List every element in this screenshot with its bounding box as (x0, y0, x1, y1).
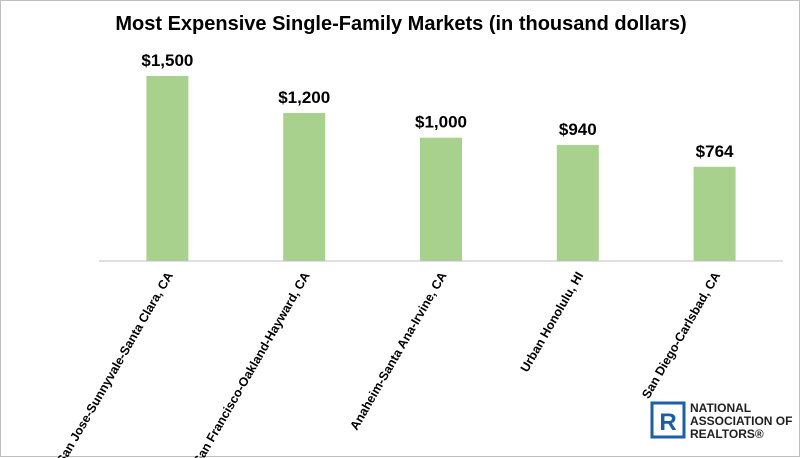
value-label-4: $764 (696, 142, 734, 161)
bars-group: $1,500 San Jose-Sunnyvale-Santa Clara, CA… (54, 51, 735, 458)
category-label-2: Anaheim-Santa Ana-Irvine, CA (347, 270, 449, 433)
category-label-1: San Francisco-Oakland-Hayward, CA (191, 270, 313, 458)
nar-logo: R NATIONAL ASSOCIATION OF REALTORS® (652, 401, 792, 441)
bar-1 (283, 113, 325, 261)
bar-4 (694, 167, 736, 261)
logo-line-realtors: REALTORS® (690, 427, 764, 441)
value-label-1: $1,200 (278, 88, 330, 107)
logo-mark-letter: R (659, 409, 676, 436)
value-label-0: $1,500 (141, 51, 193, 70)
logo-line-association: ASSOCIATION OF (690, 414, 792, 428)
value-label-2: $1,000 (415, 113, 467, 132)
category-label-4: San Diego-Carlsbad, CA (639, 270, 723, 402)
category-label-0: San Jose-Sunnyvale-Santa Clara, CA (54, 270, 176, 458)
chart-title: Most Expensive Single-Family Markets (in… (115, 13, 686, 35)
category-label-3: Urban Honolulu, HI (518, 270, 587, 375)
bar-0 (146, 76, 188, 261)
bar-3 (557, 145, 599, 261)
logo-line-national: NATIONAL (690, 401, 751, 415)
bar-2 (420, 138, 462, 261)
value-label-3: $940 (559, 120, 597, 139)
